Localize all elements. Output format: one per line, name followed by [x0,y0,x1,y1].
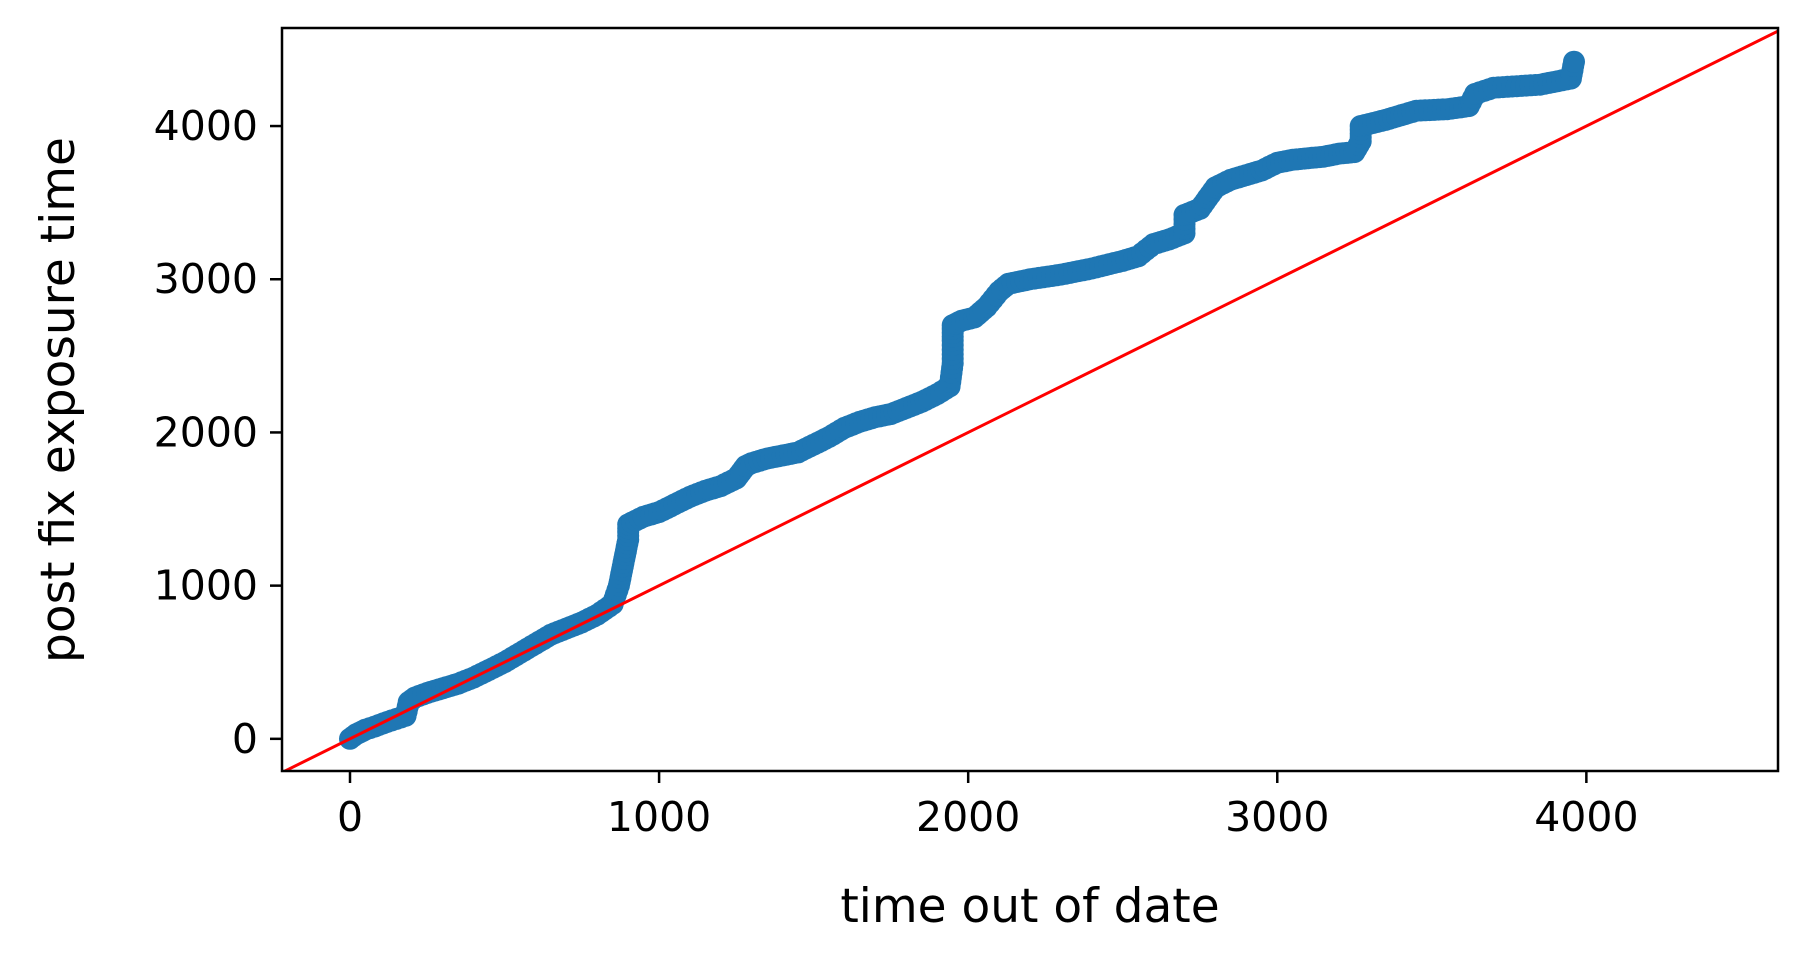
x-tick-label: 4000 [1534,793,1638,841]
y-tick-label: 2000 [154,408,258,456]
x-axis-label: time out of date [840,879,1219,934]
reference-line [282,29,1778,771]
reference-line-layer [282,29,1778,771]
y-tick-label: 4000 [154,102,258,150]
data-point [1563,50,1585,73]
y-axis-label: post fix exposure time [31,137,86,663]
x-tick-label: 3000 [1225,793,1329,841]
x-tick-label: 1000 [607,793,711,841]
y-tick-label: 3000 [154,255,258,303]
y-tick-label: 1000 [154,562,258,610]
x-tick-label: 2000 [916,793,1020,841]
y-tick-label: 0 [232,715,258,763]
x-axis-ticks: 0 1000 2000 3000 4000 [337,771,1639,841]
y-axis-ticks: 0 1000 2000 3000 4000 [154,102,282,763]
plot-frame [280,26,1780,773]
x-tick-label: 0 [337,793,363,841]
